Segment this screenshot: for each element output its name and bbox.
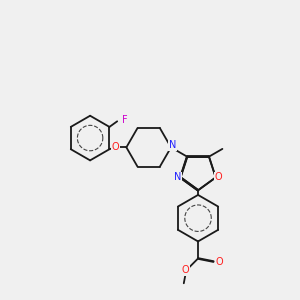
Text: O: O [214, 172, 222, 182]
Text: O: O [182, 265, 190, 275]
Text: O: O [112, 142, 119, 152]
Text: O: O [215, 256, 223, 267]
Text: F: F [122, 115, 128, 125]
Text: N: N [174, 172, 182, 182]
Text: N: N [169, 140, 176, 150]
